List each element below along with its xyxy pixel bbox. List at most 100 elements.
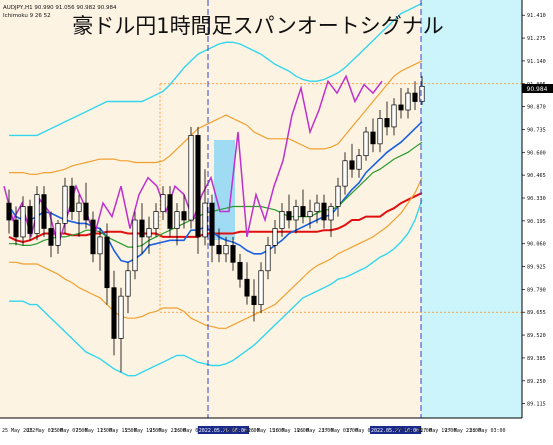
candle-body (146, 228, 152, 238)
candle-body (370, 131, 376, 145)
candle-body (174, 211, 180, 229)
candle-body (48, 228, 54, 246)
candle-body (153, 211, 159, 229)
candle-body (104, 236, 110, 289)
x-tick-label: 26 May 11:00 (223, 428, 259, 434)
y-tick-label: 90.195 (527, 219, 546, 225)
x-tick-label: 26 May 03:00 (174, 428, 210, 434)
candle-body (188, 135, 194, 221)
candle-layer (6, 76, 425, 373)
y-tick-label: 89.925 (527, 265, 546, 271)
candle-body (230, 245, 236, 263)
candle-body (202, 202, 208, 238)
x-tick-label: 25 May 23:00 (150, 428, 186, 434)
candle-body (111, 287, 117, 339)
candle-body (286, 211, 292, 221)
candle-body (244, 278, 250, 297)
x-tick-highlight (197, 426, 249, 434)
level-layer (159, 83, 522, 313)
candle-body (118, 295, 124, 339)
candle-body (195, 135, 201, 238)
candle-body (139, 219, 145, 238)
x-tick-label: 25 May 03:00 (27, 428, 63, 434)
series-tenkan-line (8, 121, 423, 264)
candle-body (349, 160, 355, 170)
candle-body (258, 270, 264, 305)
candle-body (41, 194, 47, 229)
price-axis-background (522, 0, 553, 441)
candle-body (300, 206, 306, 217)
candle-body (83, 202, 89, 221)
candle-body (412, 92, 418, 102)
y-tick-label: 90.465 (527, 173, 546, 179)
y-tick-label: 89.250 (527, 379, 546, 385)
candle-body (356, 155, 362, 170)
candle-body (307, 211, 313, 217)
series-lower-band (9, 177, 423, 329)
x-tick-highlight (370, 426, 422, 434)
candle-body (384, 118, 390, 128)
y-tick-label: 89.790 (527, 287, 546, 293)
y-tick-label: 91.275 (527, 36, 546, 42)
y-tick-label: 89.115 (527, 402, 546, 408)
time-axis-background (0, 418, 553, 441)
current-price-label: 90.984 (527, 86, 548, 93)
y-tick-label: 90.060 (527, 242, 546, 248)
y-tick-label: 90.735 (527, 127, 546, 133)
candle-body (342, 160, 348, 187)
x-tick-label: 25 May 11:00 (76, 428, 112, 434)
candle-body (328, 206, 334, 221)
x-tick-label: 27 May 07:00 (346, 428, 382, 434)
y-tick-label: 91.410 (527, 13, 546, 19)
x-tick-label: 28 May 03:00 (469, 428, 505, 434)
x-tick-label: 25 May 15:00 (100, 428, 136, 434)
candle-body (363, 131, 369, 157)
candle-body (209, 202, 215, 246)
x-tick-label: 25 May 07:00 (51, 428, 87, 434)
candle-body (293, 206, 299, 221)
y-tick-label: 89.520 (527, 333, 546, 339)
chart-title: 豪ドル円1時間足スパンオートシグナル (72, 14, 443, 38)
x-tick-label: 25 May 2022 (2, 428, 35, 434)
header-line-indicator: Ichimoku 9 26 52 (3, 13, 51, 19)
candle-body (125, 270, 131, 297)
candle-body (6, 202, 12, 221)
y-tick-label: 89.385 (527, 356, 546, 362)
forecast-band (421, 0, 522, 418)
candle-body (314, 202, 320, 212)
candle-body (167, 194, 173, 229)
y-tick-label: 89.655 (527, 310, 546, 316)
candle-body (55, 223, 61, 246)
candle-body (419, 85, 425, 102)
candle-body (321, 202, 327, 221)
y-tick-label: 90.870 (527, 105, 546, 111)
candle-body (62, 185, 68, 224)
x-tick-label: 26 May 23:00 (297, 428, 333, 434)
candle-body (335, 185, 341, 207)
candle-body (391, 104, 397, 128)
highlight-box (214, 140, 235, 240)
x-tick-label: 27 May 03:00 (322, 428, 358, 434)
current-price-tag (522, 84, 553, 93)
x-tick-label: 27 May 19:00 (420, 428, 456, 434)
candle-body (223, 245, 229, 255)
series-upper-band (9, 60, 423, 175)
candle-body (90, 219, 96, 255)
candle-body (237, 261, 243, 280)
header-line-symbol: AUDJPY,H1 90.990 91.056 90.982 90.984 (3, 5, 117, 11)
x-tick-label: 2022.05.26 06:00 (199, 428, 247, 434)
candle-body (216, 245, 222, 255)
candle-body (272, 228, 278, 246)
candle-body (69, 185, 75, 212)
y-tick-layer: 91.41091.27591.14091.00590.87090.73590.6… (522, 13, 546, 408)
y-tick-label: 91.140 (527, 59, 546, 65)
candle-body (76, 202, 82, 212)
series-senkou-line (9, 141, 423, 248)
candle-body (181, 211, 187, 221)
candle-body (398, 104, 404, 111)
series-outer-upper-band (9, 2, 423, 137)
candle-body (132, 219, 138, 272)
